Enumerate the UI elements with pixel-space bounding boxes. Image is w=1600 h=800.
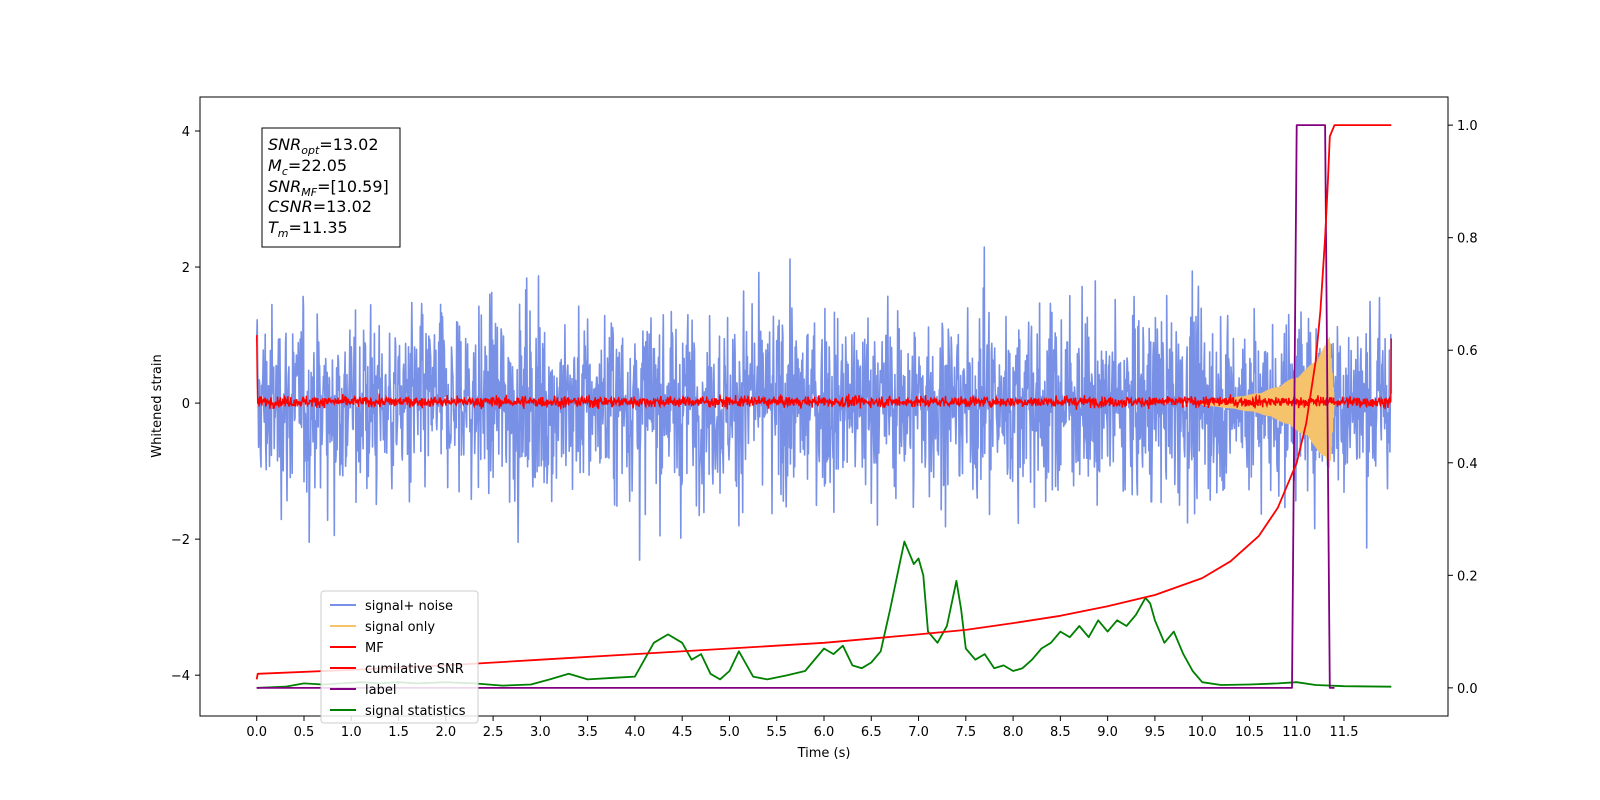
- x-tick-label: 4.5: [672, 725, 693, 740]
- info-snr-opt: SNRopt=13.02: [268, 135, 379, 157]
- x-tick-label: 4.0: [625, 725, 646, 740]
- x-tick-label: 10.0: [1188, 725, 1217, 740]
- x-tick-label: 8.0: [1003, 725, 1024, 740]
- y-tick-label: −4: [171, 669, 190, 684]
- legend-item-signal-noise: signal+ noise: [330, 599, 453, 614]
- x-tick-label: 1.0: [341, 725, 362, 740]
- legend-item-label: label: [330, 683, 396, 698]
- series-layer: [255, 124, 1393, 689]
- y2-tick-label: 0.2: [1457, 569, 1478, 584]
- y-axis-right: 1.0 0.8 0.6 0.4 0.2 0.0: [1448, 119, 1478, 697]
- series-label: [256, 124, 1335, 689]
- y-tick-label: 4: [182, 125, 190, 140]
- legend-label-signal-noise: signal+ noise: [365, 599, 453, 614]
- info-snr-mf: SNRMF=[10.59]: [268, 177, 389, 199]
- x-tick-label: 7.0: [908, 725, 929, 740]
- legend-label-signal-only: signal only: [365, 620, 435, 635]
- legend: signal+ noise signal only MF cumilative …: [320, 590, 479, 724]
- y2-tick-label: 0.4: [1457, 457, 1478, 472]
- x-tick-label: 6.5: [861, 725, 882, 740]
- legend-item-cumilative-snr: cumilative SNR: [330, 662, 464, 677]
- x-tick-label: 11.0: [1282, 725, 1311, 740]
- y2-tick-label: 0.0: [1457, 682, 1478, 697]
- x-tick-label: 2.5: [483, 725, 504, 740]
- series-mf: [256, 335, 1392, 410]
- x-tick-label: 3.0: [530, 725, 551, 740]
- y-tick-label: 2: [182, 261, 190, 276]
- y-tick-label: 0: [182, 397, 190, 412]
- legend-item-signal-statistics: signal statistics: [330, 704, 466, 719]
- x-tick-label: 8.5: [1050, 725, 1071, 740]
- info-mc: Mc=22.05: [268, 156, 347, 178]
- y2-tick-label: 0.6: [1457, 344, 1478, 359]
- x-tick-label: 6.0: [814, 725, 835, 740]
- info-box: SNRopt=13.02 Mc=22.05 SNRMF=[10.59] CSNR…: [261, 127, 401, 248]
- x-tick-label: 9.0: [1097, 725, 1118, 740]
- y-axis-left: 4 2 0 −2 −4: [171, 125, 200, 684]
- x-tick-label: 9.5: [1145, 725, 1166, 740]
- x-tick-label: 10.5: [1235, 725, 1264, 740]
- x-tick-label: 5.0: [719, 725, 740, 740]
- y2-tick-label: 1.0: [1457, 119, 1478, 134]
- x-axis-label: Time (s): [797, 746, 851, 761]
- x-tick-label: 0.5: [294, 725, 315, 740]
- y-axis-label: Whitened strain: [150, 354, 165, 457]
- legend-label-mf: MF: [365, 641, 384, 656]
- legend-label-cumilative-snr: cumilative SNR: [365, 662, 464, 677]
- info-tm: Tm=11.35: [268, 218, 348, 240]
- y-tick-label: −2: [171, 533, 190, 548]
- x-tick-label: 2.0: [435, 725, 456, 740]
- x-tick-label: 5.5: [766, 725, 787, 740]
- x-tick-label: 0.0: [246, 725, 267, 740]
- x-tick-label: 3.5: [577, 725, 598, 740]
- legend-item-signal-only: signal only: [330, 620, 435, 635]
- x-tick-label: 1.5: [388, 725, 409, 740]
- x-tick-label: 11.5: [1330, 725, 1359, 740]
- info-csnr: CSNR=13.02: [268, 197, 372, 216]
- legend-item-mf: MF: [330, 641, 384, 656]
- series-cumilative-snr: [255, 124, 1392, 680]
- legend-label-signal-statistics: signal statistics: [365, 704, 466, 719]
- legend-label-label: label: [365, 683, 396, 698]
- series-signal-noise: [255, 246, 1393, 561]
- x-axis: 0.0 0.5 1.0 1.5 2.0 2.5 3.0 3.5 4.0 4.5 5.0 5.5 6.0 6…: [246, 716, 1358, 740]
- y2-tick-label: 0.8: [1457, 232, 1478, 247]
- x-tick-label: 7.5: [955, 725, 976, 740]
